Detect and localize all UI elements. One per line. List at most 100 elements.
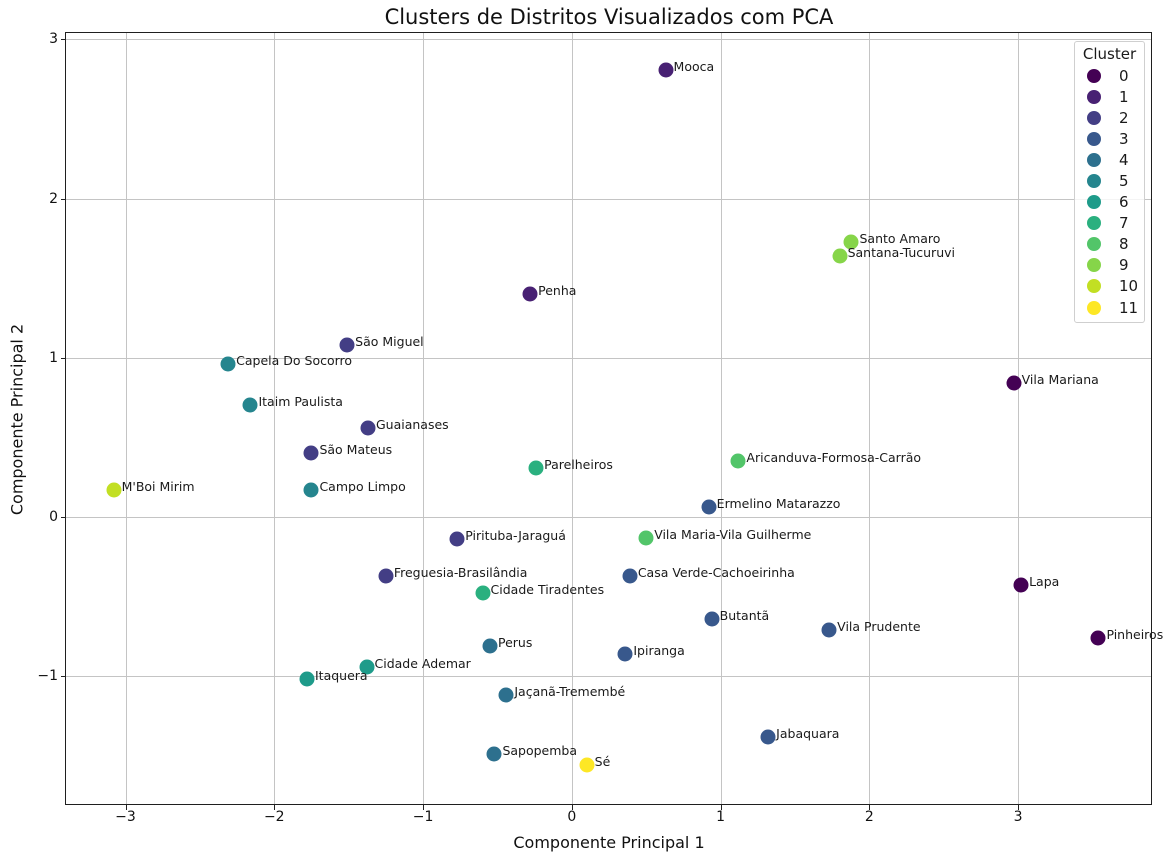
gridline-vertical	[869, 33, 871, 805]
legend-item-label: 9	[1119, 256, 1129, 275]
legend-swatch	[1087, 300, 1101, 315]
data-point-label: Butantã	[719, 607, 770, 623]
y-tick-label: 3	[49, 31, 58, 48]
x-axis-label: Componente Principal 1	[513, 833, 705, 852]
legend-item-label: 0	[1119, 66, 1129, 85]
x-tick-mark	[274, 805, 276, 810]
data-point-label: Vila Maria-Vila Guilherme	[654, 526, 812, 542]
legend-swatch	[1087, 195, 1101, 210]
legend-item-label: 4	[1119, 150, 1129, 169]
data-point-label: Campo Limpo	[319, 478, 406, 494]
data-point	[1013, 577, 1029, 593]
gridline-vertical	[274, 33, 276, 805]
data-point	[482, 638, 498, 654]
data-point	[730, 453, 746, 469]
data-point	[378, 568, 394, 584]
legend-swatch	[1087, 237, 1101, 252]
x-tick-label: −1	[412, 809, 434, 825]
gridline-horizontal	[66, 516, 1152, 518]
legend: Cluster 0 1 2 3 4 5 6 7 8 9 10 11	[1074, 41, 1145, 324]
gridline-horizontal	[66, 676, 1152, 678]
data-point-label: Mooca	[673, 58, 715, 74]
legend-item-label: 3	[1119, 129, 1129, 148]
data-point	[832, 248, 848, 264]
data-point-label: São Mateus	[319, 442, 393, 458]
data-point-label: Cidade Ademar	[374, 655, 471, 671]
data-point-label: Itaquera	[315, 668, 368, 684]
data-point	[498, 687, 514, 703]
gridline-horizontal	[66, 198, 1152, 200]
legend-item: 8	[1075, 234, 1144, 255]
data-point-label: Perus	[497, 634, 533, 650]
y-tick-label: 1	[49, 349, 58, 366]
data-point	[658, 62, 674, 78]
data-point	[617, 646, 633, 662]
data-point-label: Casa Verde-Cachoeirinha	[637, 564, 795, 580]
legend-item: 5	[1075, 170, 1144, 191]
data-point-label: Aricanduva-Formosa-Carrão	[746, 450, 922, 466]
data-point-label: Sapopemba	[502, 743, 578, 759]
y-tick-label: −1	[37, 668, 58, 685]
legend-item: 2	[1075, 107, 1144, 128]
legend-item-label: 8	[1119, 235, 1129, 254]
x-tick-label: 0	[567, 809, 577, 825]
legend-items: 0 1 2 3 4 5 6 7 8 9 10 11	[1075, 65, 1144, 318]
y-tick-mark	[61, 676, 66, 678]
gridline-vertical	[1018, 33, 1020, 805]
x-tick-mark	[720, 805, 722, 810]
legend-item: 7	[1075, 213, 1144, 234]
data-point	[638, 530, 654, 546]
y-tick-label: 2	[49, 190, 58, 207]
legend-item: 6	[1075, 192, 1144, 213]
data-point	[760, 729, 776, 745]
legend-swatch	[1087, 152, 1101, 167]
data-point-label: Ermelino Matarazzo	[716, 496, 841, 512]
y-tick-mark	[61, 516, 66, 518]
legend-item: 1	[1075, 86, 1144, 107]
data-point	[622, 568, 638, 584]
legend-item: 0	[1075, 65, 1144, 86]
legend-swatch	[1087, 258, 1101, 273]
legend-item-label: 6	[1119, 193, 1129, 212]
legend-item-label: 1	[1119, 87, 1129, 106]
gridline-vertical	[423, 33, 425, 805]
data-point-label: Penha	[538, 283, 577, 299]
y-tick-mark	[61, 198, 66, 200]
data-point-label: Ipiranga	[633, 642, 685, 658]
legend-swatch	[1087, 131, 1101, 146]
y-tick-label: 0	[49, 508, 58, 525]
data-point	[528, 460, 544, 476]
legend-swatch	[1087, 89, 1101, 104]
data-point	[339, 337, 355, 353]
data-point	[106, 482, 122, 498]
legend-item: 4	[1075, 149, 1144, 170]
data-point	[522, 286, 538, 302]
data-point	[360, 420, 376, 436]
data-point-label: Pirituba-Jaraguá	[465, 528, 566, 544]
legend-item-label: 2	[1119, 108, 1129, 127]
gridline-vertical	[720, 33, 722, 805]
legend-item: 9	[1075, 255, 1144, 276]
data-point	[220, 356, 236, 372]
x-tick-label: 1	[716, 809, 726, 825]
data-point-label: Cidade Tiradentes	[490, 582, 605, 598]
y-tick-mark	[61, 39, 66, 41]
data-point	[486, 746, 502, 762]
chart-title: Clusters de Distritos Visualizados com P…	[384, 5, 834, 29]
legend-item-label: 10	[1119, 277, 1139, 296]
legend-swatch	[1087, 174, 1101, 189]
data-point	[303, 445, 319, 461]
x-tick-mark	[423, 805, 425, 810]
y-axis-label: Componente Principal 2	[7, 323, 27, 516]
data-point-label: Santana-Tucuruvi	[847, 244, 955, 260]
data-point	[701, 499, 717, 515]
x-tick-label: −3	[115, 809, 136, 825]
data-point	[704, 611, 720, 627]
gridline-horizontal	[66, 357, 1152, 359]
y-tick-mark	[61, 357, 66, 359]
data-point-label: Vila Mariana	[1021, 372, 1099, 388]
legend-item-label: 11	[1119, 298, 1139, 317]
data-point-label: Lapa	[1029, 574, 1060, 590]
data-point-label: Pinheiros	[1106, 626, 1164, 642]
